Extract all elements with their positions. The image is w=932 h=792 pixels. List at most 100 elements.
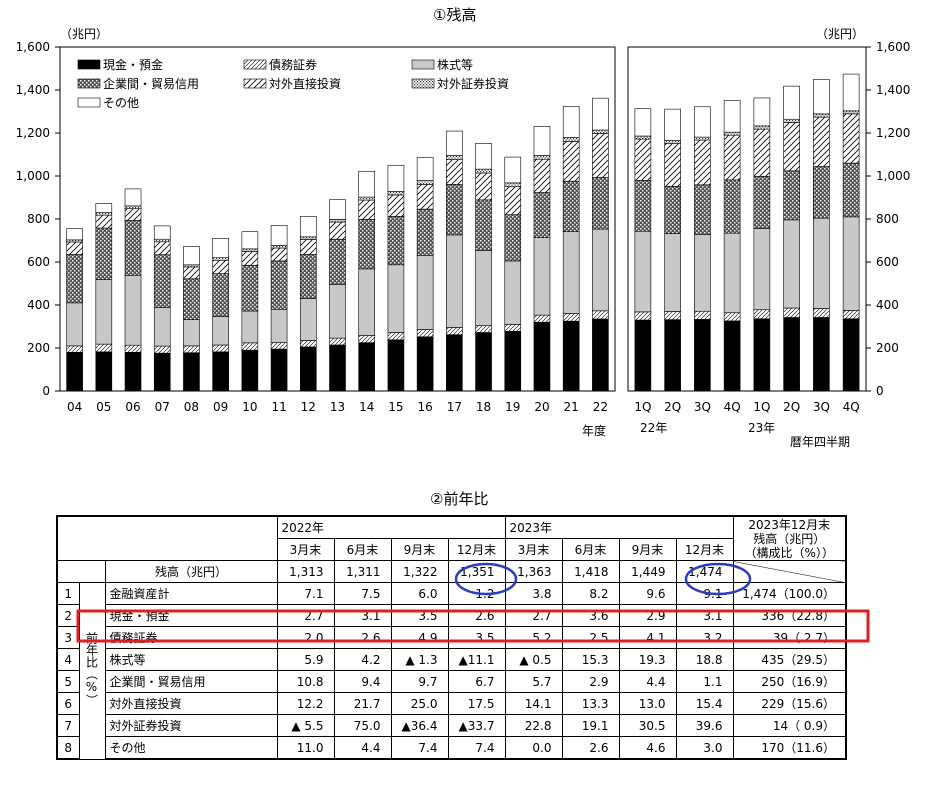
balance-label: 残高（兆円） xyxy=(104,560,278,583)
bar-segment-企業間・貿易信用 xyxy=(753,176,771,229)
bar-segment-現金・預金 xyxy=(842,318,860,392)
x-tick-label: 3Q xyxy=(813,400,830,414)
yoy-value: 21.7 xyxy=(333,692,392,715)
x-tick-label: 21 xyxy=(564,400,579,414)
side-label-text: 前年比（%） xyxy=(84,632,99,707)
bar-segment-現金・預金 xyxy=(664,319,681,392)
bar-segment-現金・預金 xyxy=(212,351,229,392)
yoy-value: 30.5 xyxy=(618,714,677,737)
table-row: 8 その他 11.0 4.4 7.4 7.4 0.0 2.6 4.6 3.0 170（11.6） xyxy=(56,736,847,760)
bar-segment-債務証券 xyxy=(533,314,551,323)
y-tick-label-left: 1,200 xyxy=(16,126,50,140)
yoy-value: 4.4 xyxy=(333,736,392,760)
bar-segment-対外直接投資 xyxy=(634,138,652,181)
row-number: 2 xyxy=(56,604,80,627)
row-number: 8 xyxy=(56,736,80,760)
balance-value: 1,363 xyxy=(504,560,563,583)
row-number: 3 xyxy=(56,626,80,649)
bar-segment-その他 xyxy=(562,106,580,138)
yoy-value: 4.6 xyxy=(618,736,677,760)
yoy-value: ▲33.7 xyxy=(447,714,506,737)
chart-title: ①残高 xyxy=(433,6,477,24)
bar-segment-株式等 xyxy=(504,260,522,325)
bar-segment-企業間・貿易信用 xyxy=(634,180,652,232)
bar-segment-対外直接投資 xyxy=(504,186,522,216)
bar-segment-対外直接投資 xyxy=(664,143,681,187)
legend-swatch xyxy=(77,97,101,108)
bar-segment-対外証券投資 xyxy=(634,135,652,140)
bar-segment-対外証券投資 xyxy=(446,155,463,160)
row-label: 金融資産計 xyxy=(104,582,278,605)
month-header: 3月末 xyxy=(504,538,563,561)
y-unit-left: （兆円） xyxy=(60,27,108,41)
bar-segment-その他 xyxy=(358,170,376,198)
bar-segment-企業間・貿易信用 xyxy=(813,166,830,219)
yoy-value: 3.1 xyxy=(333,604,392,627)
bar-segment-対外証券投資 xyxy=(592,129,609,134)
bar-segment-株式等 xyxy=(270,308,288,343)
bar-segment-対外証券投資 xyxy=(124,205,142,209)
header-row-months: 3月末 6月末 9月末 12月末 3月末 6月末 9月末 12月末 xyxy=(57,538,846,561)
bar-segment-その他 xyxy=(842,73,860,112)
bar-segment-債務証券 xyxy=(212,344,229,353)
plot-frame-2 xyxy=(627,46,867,392)
bar-segment-現金・預金 xyxy=(358,342,376,392)
bar-segment-企業間・貿易信用 xyxy=(592,177,609,230)
year-header-2023: 2023年 xyxy=(504,515,734,539)
bar-segment-株式等 xyxy=(358,268,376,336)
side-label: 前年比（%） xyxy=(78,582,106,760)
yoy-value: 3.5 xyxy=(390,604,449,627)
bar-segment-その他 xyxy=(446,130,463,156)
bar-segment-その他 xyxy=(270,225,288,246)
bar-segment-企業間・貿易信用 xyxy=(416,208,434,256)
bar-segment-対外直接投資 xyxy=(783,122,800,172)
row-label: その他 xyxy=(104,736,278,760)
table-row: 2 現金・預金 2.7 3.1 3.5 2.6 2.7 3.6 2.9 3.1 336（22.8） xyxy=(56,604,847,627)
bar-segment-現金・預金 xyxy=(329,344,346,392)
bar-segment-企業間・貿易信用 xyxy=(124,220,142,276)
bar-segment-対外証券投資 xyxy=(183,264,200,268)
x-tick-label: 05 xyxy=(96,400,111,414)
right-header: 2023年12月末 残高（兆円） （構成比（%）） xyxy=(732,515,847,561)
bar-segment-債務証券 xyxy=(842,310,860,320)
bar-segment-その他 xyxy=(329,199,346,220)
x-tick-label: 12 xyxy=(301,400,316,414)
balance-value: 1,418 xyxy=(561,560,620,583)
yoy-value: 1.2 xyxy=(447,582,506,605)
bar-segment-対外証券投資 xyxy=(358,196,376,201)
bar-segment-企業間・貿易信用 xyxy=(95,227,113,280)
bar-segment-株式等 xyxy=(783,219,800,309)
x-tick-label: 16 xyxy=(417,400,432,414)
row-number: 1 xyxy=(56,582,80,605)
bar-segment-対外直接投資 xyxy=(329,221,346,240)
x-tick-label: 1Q xyxy=(753,400,770,414)
balance-value: 1,351 xyxy=(447,560,506,583)
bar-segment-債務証券 xyxy=(504,324,522,332)
bar-segment-企業間・貿易信用 xyxy=(183,278,200,320)
bar-segment-企業間・貿易信用 xyxy=(329,238,346,285)
row-label: 対外直接投資 xyxy=(104,692,278,715)
bar-segment-対外直接投資 xyxy=(358,199,376,220)
row-total: 229（15.6） xyxy=(732,692,847,715)
bar-segment-企業間・貿易信用 xyxy=(153,254,171,308)
x-tick-label: 18 xyxy=(476,400,491,414)
x-axis-label-left: 年度 xyxy=(582,423,606,438)
month-header: 9月末 xyxy=(390,538,449,561)
month-header: 6月末 xyxy=(333,538,392,561)
yoy-value: 2.9 xyxy=(561,670,620,693)
yoy-value: 19.3 xyxy=(618,648,677,671)
bar-segment-債務証券 xyxy=(270,342,288,350)
bar-segment-現金・預金 xyxy=(634,319,652,392)
month-header: 3月末 xyxy=(276,538,335,561)
row-label: 対外証券投資 xyxy=(104,714,278,737)
bar-segment-企業間・貿易信用 xyxy=(783,170,800,221)
yoy-value: 2.0 xyxy=(276,626,335,649)
y-tick-label-right: 1,000 xyxy=(876,169,910,183)
yoy-value: ▲ 1.3 xyxy=(390,648,449,671)
bar-segment-債務証券 xyxy=(66,345,83,353)
table-row: 6 対外直接投資 12.2 21.7 25.0 17.5 14.1 13.3 13.0 15.4 2… xyxy=(56,692,847,715)
yoy-value: 5.2 xyxy=(504,626,563,649)
bar-segment-企業間・貿易信用 xyxy=(212,273,229,317)
bar-segment-その他 xyxy=(241,231,259,250)
x-tick-label: 10 xyxy=(242,400,257,414)
